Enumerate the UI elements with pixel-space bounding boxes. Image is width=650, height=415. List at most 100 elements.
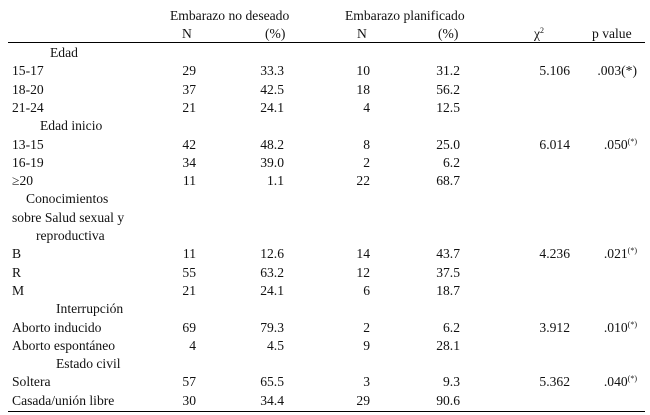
cell-pct1: 33.3 xyxy=(260,63,284,79)
cell-pct2: 28.1 xyxy=(436,337,460,353)
cell-p-value: .003(*) xyxy=(597,63,637,79)
significance-marker: (*) xyxy=(627,319,637,329)
row-label: 21-24 xyxy=(12,99,44,115)
header-p-value: p value xyxy=(592,26,632,41)
p-value-text: .003(*) xyxy=(597,63,637,79)
row-label: 16-19 xyxy=(12,154,44,170)
cell-n2: 29 xyxy=(356,392,370,408)
cell-n2: 6 xyxy=(363,282,370,298)
cell-chi: 5.362 xyxy=(539,374,570,390)
row-label: M xyxy=(12,282,25,298)
cell-n2: 22 xyxy=(356,173,370,189)
cell-n2: 2 xyxy=(363,319,370,335)
cell-n1: 37 xyxy=(182,81,196,97)
row-label: B xyxy=(12,246,22,262)
row-label: 15-17 xyxy=(12,63,44,79)
header-group-unwanted: Embarazo no deseado xyxy=(170,8,290,23)
section-label: Edad xyxy=(50,45,78,60)
row-label: ≥20 xyxy=(12,173,34,189)
cell-p-value: .021(*) xyxy=(604,246,637,262)
row-label: R xyxy=(12,264,22,280)
cell-chi: 5.106 xyxy=(539,63,570,79)
cell-pct2: 25.0 xyxy=(436,136,460,152)
cell-n2: 12 xyxy=(356,264,370,280)
section-label: Edad inicio xyxy=(40,118,103,134)
cell-n1: 4 xyxy=(189,337,196,353)
cell-pct2: 12.5 xyxy=(436,99,460,115)
significance-marker: (*) xyxy=(627,136,637,146)
row-label: Aborto inducido xyxy=(12,319,102,335)
section-label: Conocimientos xyxy=(26,191,109,207)
cell-n2: 10 xyxy=(356,63,370,79)
section-label: sobre Salud sexual y xyxy=(12,209,125,225)
header-group-planned: Embarazo planificado xyxy=(345,8,465,23)
header-rule xyxy=(8,42,645,43)
row-label: Aborto espontáneo xyxy=(12,337,116,353)
header-n-unwanted: N xyxy=(182,26,192,41)
cell-n2: 9 xyxy=(363,337,370,353)
cell-pct2: 56.2 xyxy=(436,81,460,97)
cell-n1: 34 xyxy=(182,154,196,170)
cell-pct1: 4.5 xyxy=(267,337,284,353)
cell-pct1: 1.1 xyxy=(267,173,284,189)
cell-pct2: 18.7 xyxy=(436,282,460,298)
bottom-rule xyxy=(8,411,645,412)
p-value-text: .040 xyxy=(603,374,628,390)
cell-pct2: 31.2 xyxy=(436,63,460,79)
p-value-text: .010 xyxy=(603,319,628,335)
cell-pct1: 12.6 xyxy=(260,246,284,262)
cell-pct1: 42.5 xyxy=(260,81,284,97)
row-label: Casada/unión libre xyxy=(12,392,115,408)
section-label: reproductiva xyxy=(36,228,105,243)
cell-n2: 2 xyxy=(363,154,370,170)
cell-n2: 14 xyxy=(356,246,370,262)
cell-pct2: 37.5 xyxy=(436,264,460,280)
cell-pct1: 24.1 xyxy=(260,282,284,298)
section-label: Interrupción xyxy=(56,301,124,317)
cell-pct2: 68.7 xyxy=(436,173,460,189)
cell-n1: 30 xyxy=(182,392,196,408)
cell-n1: 69 xyxy=(182,319,196,335)
row-label: 18-20 xyxy=(12,81,44,97)
cell-n2: 8 xyxy=(363,136,370,152)
cell-n1: 11 xyxy=(182,246,196,262)
cell-pct2: 43.7 xyxy=(436,246,460,262)
significance-marker: (*) xyxy=(627,374,637,384)
cell-p-value: .050(*) xyxy=(604,137,637,153)
cell-chi: 3.912 xyxy=(539,319,570,335)
cell-pct1: 24.1 xyxy=(260,99,284,115)
cell-pct1: 34.4 xyxy=(260,392,284,408)
p-value-text: .050 xyxy=(603,136,628,152)
header-chi-square: χ2 xyxy=(534,26,545,41)
cell-n1: 21 xyxy=(182,282,196,298)
cell-n1: 11 xyxy=(182,173,196,189)
header-pct-planned: (%) xyxy=(438,26,459,41)
p-value-text: .021 xyxy=(603,246,628,262)
cell-pct1: 79.3 xyxy=(260,319,284,335)
row-label: 13-15 xyxy=(12,136,44,152)
cell-n2: 4 xyxy=(363,99,370,115)
cell-pct1: 63.2 xyxy=(260,264,284,280)
cell-n1: 21 xyxy=(182,99,196,115)
cell-n2: 18 xyxy=(356,81,370,97)
cell-pct2: 6.2 xyxy=(443,319,460,335)
cell-n2: 3 xyxy=(363,374,370,390)
cell-pct1: 48.2 xyxy=(260,136,284,152)
cell-chi: 4.236 xyxy=(539,246,570,262)
cell-chi: 6.014 xyxy=(539,136,570,152)
cell-n1: 55 xyxy=(182,264,196,280)
significance-marker: (*) xyxy=(627,246,637,256)
cell-p-value: .040(*) xyxy=(604,374,637,390)
cell-pct2: 9.3 xyxy=(443,374,460,390)
cell-pct2: 6.2 xyxy=(443,154,460,170)
cell-pct1: 65.5 xyxy=(260,374,284,390)
cell-n1: 42 xyxy=(182,136,196,152)
cell-p-value: .010(*) xyxy=(604,320,637,336)
section-label: Estado civil xyxy=(56,356,121,372)
row-label: Soltera xyxy=(12,374,51,390)
cell-n1: 57 xyxy=(182,374,196,390)
header-pct-unwanted: (%) xyxy=(265,26,286,41)
cell-pct1: 39.0 xyxy=(260,154,284,170)
cell-pct2: 90.6 xyxy=(436,392,460,408)
cell-n1: 29 xyxy=(182,63,196,79)
